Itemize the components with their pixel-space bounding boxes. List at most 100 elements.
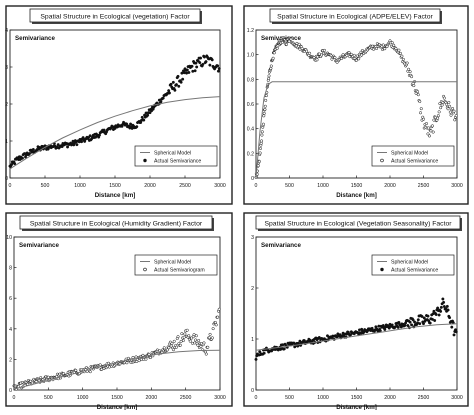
data-point xyxy=(437,110,441,114)
x-axis-label: Distance [km] xyxy=(95,192,136,199)
data-point xyxy=(170,342,174,345)
x-axis-label: Distance [km] xyxy=(97,404,138,410)
spherical-model-line xyxy=(255,81,457,179)
data-point xyxy=(360,53,364,57)
data-point xyxy=(422,322,425,326)
data-point xyxy=(190,64,194,68)
data-point xyxy=(315,58,319,62)
data-point xyxy=(430,124,434,128)
data-point xyxy=(185,328,189,332)
data-point xyxy=(217,67,221,71)
x-tick-label: 2500 xyxy=(418,183,430,189)
data-point xyxy=(56,143,60,147)
data-point xyxy=(269,64,273,68)
data-point xyxy=(214,323,218,327)
data-point xyxy=(263,104,267,108)
data-point xyxy=(370,326,374,330)
data-point xyxy=(137,359,141,363)
data-point xyxy=(13,162,17,166)
legend-actual-label: Actual Semivariance xyxy=(391,268,438,274)
data-point xyxy=(183,332,187,336)
data-point xyxy=(98,363,102,367)
x-tick-label: 1500 xyxy=(351,183,363,189)
data-point xyxy=(172,339,176,343)
x-tick-label: 2000 xyxy=(144,183,156,189)
data-point xyxy=(271,56,275,60)
data-point xyxy=(272,51,276,55)
legend-frame xyxy=(134,145,218,167)
data-point xyxy=(442,96,446,100)
data-point xyxy=(397,320,401,324)
x-tick-label: 2500 xyxy=(418,395,430,401)
data-point xyxy=(176,74,180,78)
data-point xyxy=(446,107,450,111)
data-point xyxy=(416,90,420,94)
data-point xyxy=(275,46,279,50)
data-point xyxy=(202,55,206,59)
legend: Spherical Model Actual Semivariance xyxy=(371,254,455,276)
data-point xyxy=(199,56,203,60)
y-tick-label: 0.4 xyxy=(247,127,254,133)
data-point xyxy=(260,130,264,134)
actual-semivariance-points xyxy=(254,297,458,361)
data-point xyxy=(445,102,449,106)
data-point xyxy=(450,325,454,329)
data-point xyxy=(412,84,416,88)
x-tick-label: 2000 xyxy=(146,395,158,401)
data-point xyxy=(182,71,186,75)
data-point xyxy=(426,314,430,318)
data-point xyxy=(410,323,414,327)
data-point xyxy=(436,114,440,118)
data-point xyxy=(448,104,452,108)
data-point xyxy=(175,345,179,349)
data-point xyxy=(430,317,434,321)
data-point xyxy=(206,345,210,349)
data-point xyxy=(340,56,344,60)
data-point xyxy=(302,339,306,343)
data-point xyxy=(267,74,271,78)
data-point xyxy=(262,114,266,118)
data-point xyxy=(441,297,445,301)
data-point xyxy=(439,309,443,313)
legend-model-label: Spherical Model xyxy=(391,260,428,266)
x-tick-label: 1500 xyxy=(111,395,123,401)
data-point xyxy=(171,348,175,352)
data-point xyxy=(416,318,420,322)
x-tick-label: 3000 xyxy=(214,183,226,189)
data-point xyxy=(454,114,458,118)
data-point xyxy=(217,307,221,311)
data-point xyxy=(429,129,433,133)
actual-semivariance-points xyxy=(12,307,221,391)
y-tick-label: 4 xyxy=(9,327,12,333)
data-point xyxy=(411,318,415,322)
title-box-frame xyxy=(19,215,213,230)
data-point xyxy=(452,109,456,113)
x-tick-label: 500 xyxy=(285,395,294,401)
x-tick-label: 500 xyxy=(44,395,53,401)
data-point xyxy=(419,107,423,111)
y-tick-label: 0 xyxy=(5,176,8,182)
y-tick-label: 2 xyxy=(251,286,254,292)
data-point xyxy=(442,300,446,304)
y-axis-label: Semivariance xyxy=(15,35,55,42)
x-tick-label: 0 xyxy=(255,395,258,401)
data-point xyxy=(407,67,411,71)
y-tick-label: 2 xyxy=(9,357,12,363)
data-point xyxy=(355,54,359,58)
legend-model-label: Spherical Model xyxy=(391,151,428,157)
data-point xyxy=(257,159,261,163)
data-point xyxy=(140,115,144,119)
x-tick-label: 2500 xyxy=(180,395,192,401)
data-point xyxy=(420,314,424,318)
data-point xyxy=(289,37,293,41)
data-point xyxy=(27,152,31,156)
data-point xyxy=(210,58,214,62)
data-point xyxy=(410,75,414,79)
data-point xyxy=(146,113,150,117)
data-point xyxy=(194,338,198,342)
data-point xyxy=(396,325,400,329)
data-point xyxy=(264,94,268,98)
x-tick-label: 1000 xyxy=(74,183,86,189)
y-tick-label: 4 xyxy=(5,28,8,34)
